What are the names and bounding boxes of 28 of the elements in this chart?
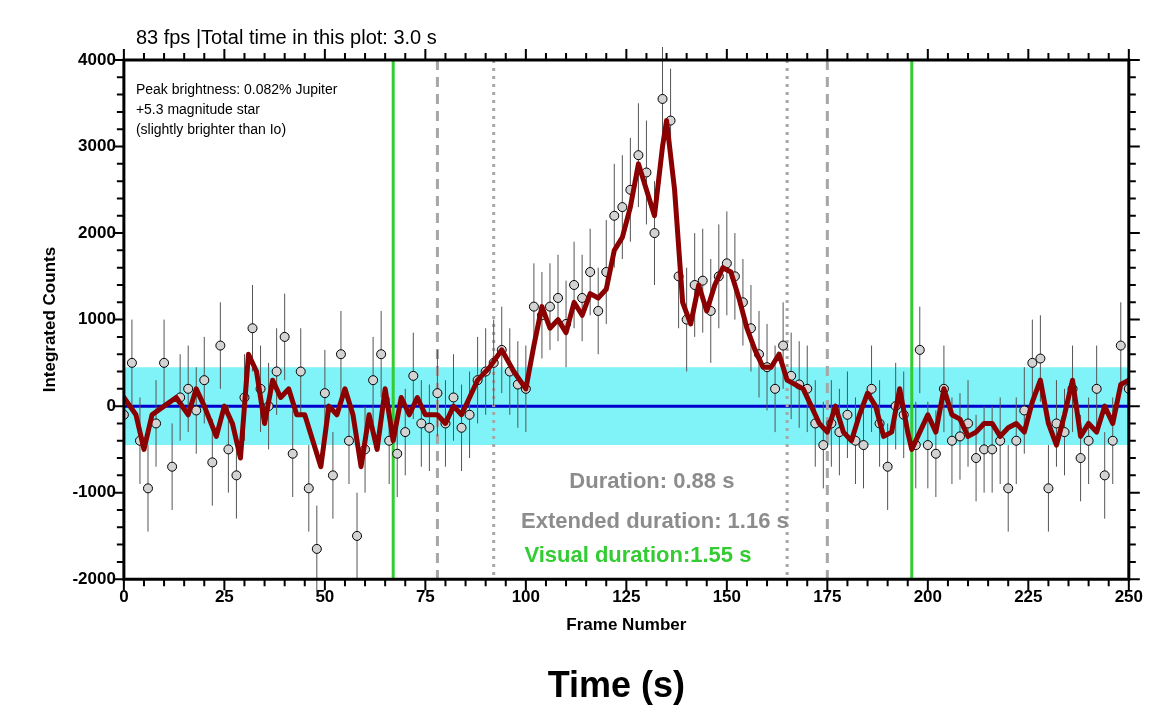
x-tick-label: 150 [712,587,742,607]
x-tick-label: 225 [1014,587,1043,607]
annotation: Peak brightness: 0.082% Jupiter [135,81,338,97]
x-tick-label: 125 [612,587,641,607]
annotation: (slightly brighter than Io) [135,121,287,137]
x-axis-title: Frame Number [566,615,687,635]
y-axis-title: Integrated Counts [39,246,59,393]
annotation: Visual duration:1.55 s [524,542,752,567]
x-tick-label: 200 [913,587,943,607]
annotation: +5.3 magnitude star [135,101,261,117]
y-tick-label: 2000 [78,222,116,242]
y-tick-label: 1000 [78,309,116,329]
x-tick-label: 25 [214,587,234,607]
x-tick-label: 100 [511,587,541,607]
x-tick-label: 75 [415,587,435,607]
y-tick-label: -1000 [72,482,116,502]
x-tick-label: 175 [813,587,842,607]
annotation: Duration: 0.88 s [569,468,735,493]
y-tick-label: -2000 [72,568,116,588]
x-tick-label: 50 [315,587,335,607]
y-tick-label: 3000 [78,136,116,156]
x-tick-label: 0 [119,587,129,607]
y-tick-label: 4000 [78,49,116,69]
chart-title: 83 fps |Total time in this plot: 3.0 s [135,26,437,48]
x-tick-label: 250 [1114,587,1144,607]
annotation: Extended duration: 1.16 s [521,508,789,533]
y-tick-label: 0 [106,395,116,415]
text: Time (s) [547,664,686,706]
